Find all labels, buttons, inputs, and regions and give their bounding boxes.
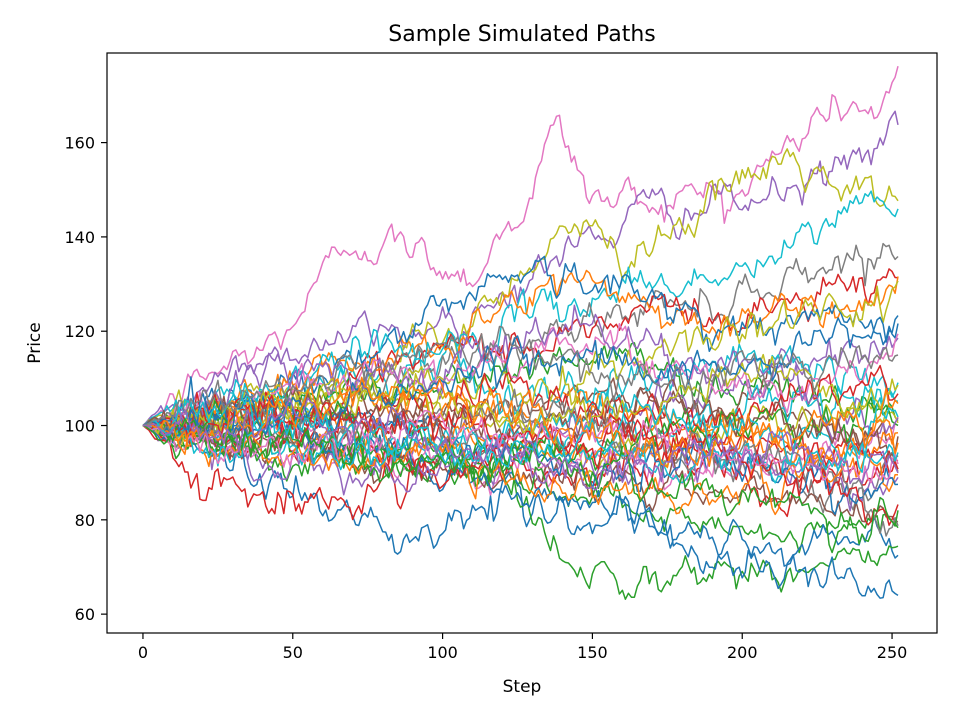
series-line-29 [142, 394, 899, 515]
x-axis: 0 50 100 150 200 250 [138, 633, 907, 662]
y-tick-label: 100 [64, 417, 95, 436]
series-line-30 [142, 364, 899, 449]
x-tick-label: 50 [283, 643, 303, 662]
series-line-24 [142, 416, 899, 512]
x-tick-label: 0 [138, 643, 148, 662]
y-axis: 60 80 100 120 140 160 [64, 134, 107, 624]
y-tick-label: 140 [64, 228, 95, 247]
chart-title: Sample Simulated Paths [388, 22, 655, 47]
series-line-22 [142, 411, 899, 599]
series-line-42 [142, 379, 899, 473]
series-line-45 [143, 397, 899, 491]
plot-frame [106, 52, 938, 634]
series-line-37 [143, 353, 899, 435]
series-line-1 [142, 66, 899, 427]
x-tick-label: 250 [877, 643, 908, 662]
series-line-39 [142, 315, 899, 435]
series-line-2 [142, 110, 899, 427]
y-tick-label: 120 [64, 322, 95, 341]
x-tick-label: 200 [727, 643, 758, 662]
y-axis-label: Price [25, 322, 45, 363]
series-line-44 [142, 325, 899, 427]
series-line-43 [142, 376, 899, 468]
x-tick-label: 100 [427, 643, 458, 662]
series-line-41 [142, 400, 899, 554]
series-line-21 [142, 423, 899, 600]
plot-lines [142, 66, 899, 600]
series-line-33 [142, 424, 899, 516]
series-line-18 [142, 422, 899, 523]
series-line-20 [142, 418, 899, 567]
x-tick-label: 150 [577, 643, 608, 662]
x-axis-label: Step [503, 677, 542, 697]
series-line-40 [142, 409, 899, 484]
series-line-26 [142, 328, 899, 427]
y-tick-label: 60 [75, 605, 95, 624]
series-line-4 [142, 190, 899, 433]
y-tick-label: 160 [64, 134, 95, 153]
y-tick-label: 80 [75, 511, 95, 530]
